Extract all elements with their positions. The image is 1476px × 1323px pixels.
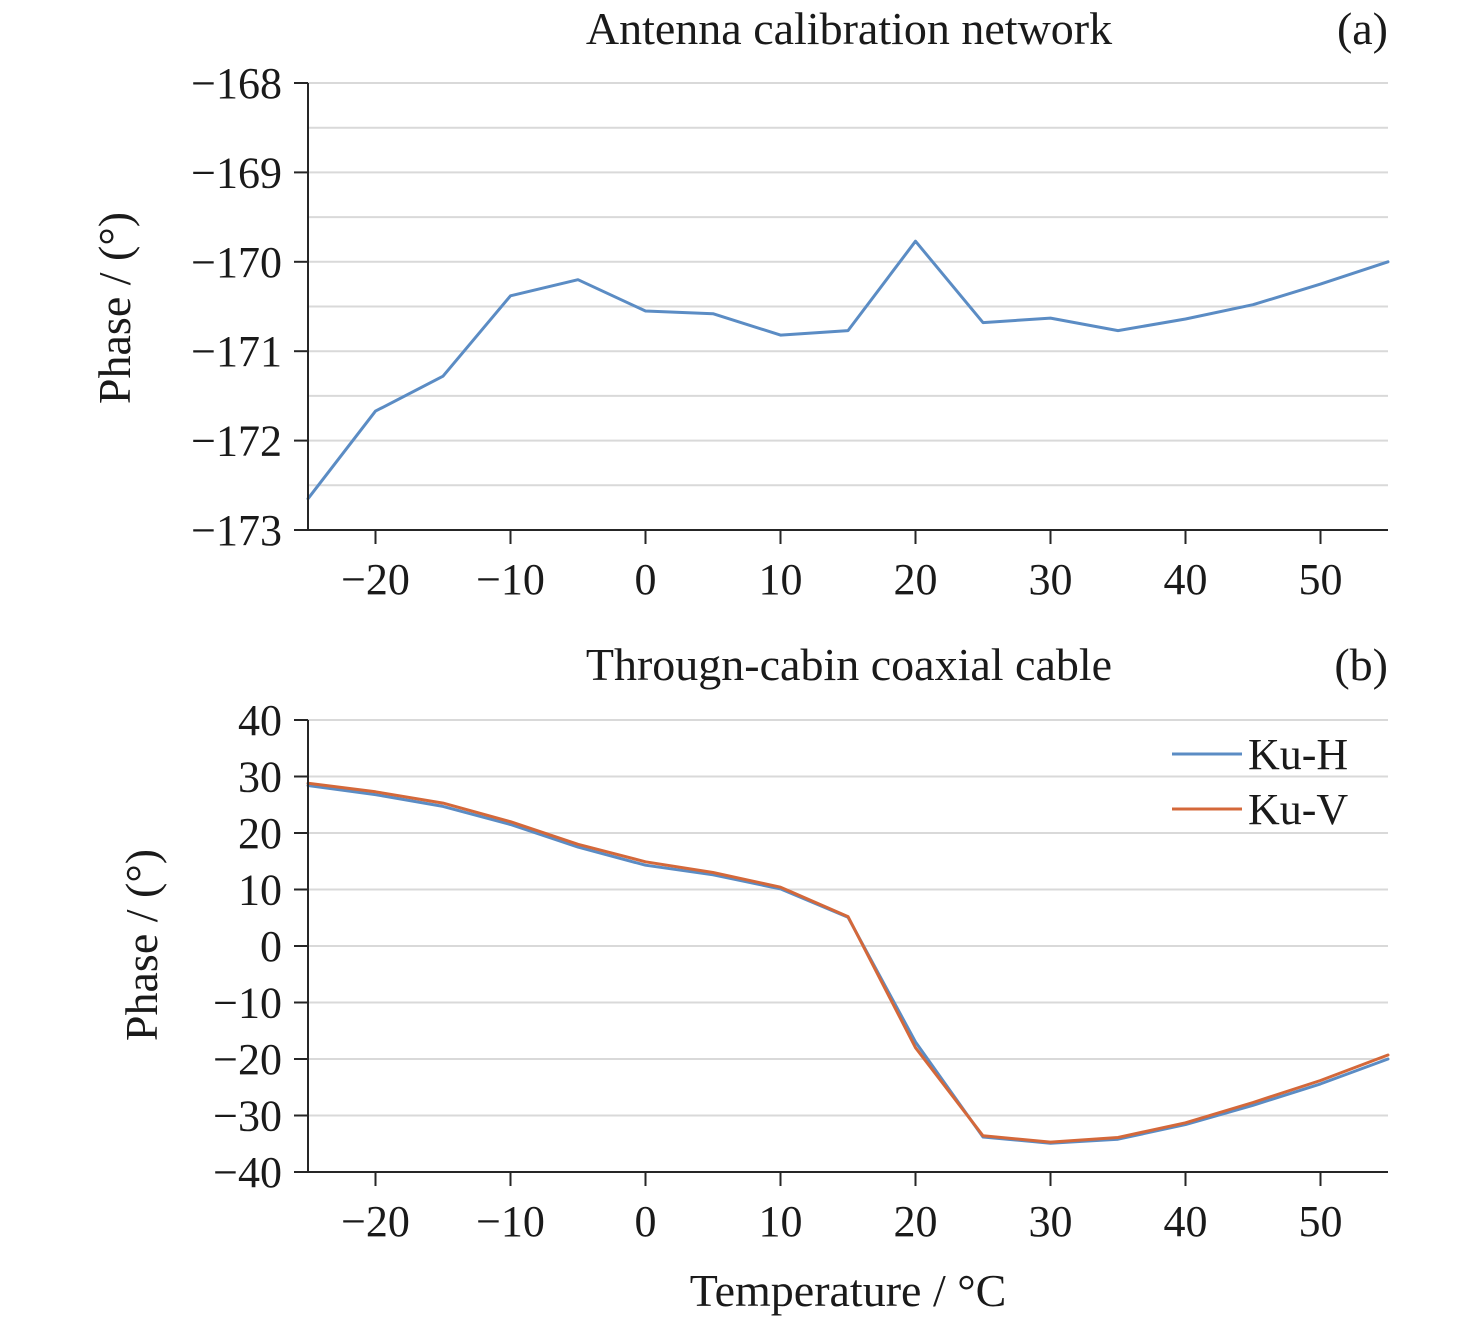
y-tick-label: 30 bbox=[238, 753, 282, 802]
panel-b-y-ticks: 40 30 20 10 0 −10 −20 −30 −40 bbox=[213, 696, 308, 1197]
panel-a-y-axis-label: Phase / (°) bbox=[89, 212, 140, 404]
y-tick-label: −20 bbox=[213, 1035, 282, 1084]
x-tick-label: 10 bbox=[759, 1197, 803, 1246]
panel-b-label: (b) bbox=[1334, 639, 1388, 690]
x-tick-label: 50 bbox=[1299, 555, 1343, 604]
panel-b-legend: Ku-H Ku-V bbox=[1172, 730, 1348, 834]
x-tick-label: 40 bbox=[1164, 1197, 1208, 1246]
panel-a-title: Antenna calibration network bbox=[586, 3, 1112, 54]
x-tick-label: 30 bbox=[1029, 555, 1073, 604]
y-tick-label: −168 bbox=[191, 59, 282, 108]
panel-b-x-ticks: −20 −10 0 10 20 30 40 50 bbox=[341, 1172, 1343, 1246]
x-tick-label: 0 bbox=[635, 1197, 657, 1246]
legend-label: Ku-V bbox=[1248, 785, 1348, 834]
y-tick-label: −173 bbox=[191, 506, 282, 555]
y-tick-label: 0 bbox=[260, 922, 282, 971]
x-tick-label: 20 bbox=[894, 555, 938, 604]
x-tick-label: 40 bbox=[1164, 555, 1208, 604]
y-tick-label: −40 bbox=[213, 1148, 282, 1197]
y-tick-label: −172 bbox=[191, 417, 282, 466]
x-tick-label: −10 bbox=[476, 1197, 545, 1246]
x-tick-label: −20 bbox=[341, 555, 410, 604]
series-line-ku-v bbox=[306, 781, 1390, 1144]
x-tick-label: −20 bbox=[341, 1197, 410, 1246]
panel-a-x-ticks: −20 −10 0 10 20 30 40 50 bbox=[341, 530, 1343, 604]
legend-label: Ku-H bbox=[1248, 730, 1348, 779]
y-tick-label: −170 bbox=[191, 238, 282, 287]
y-tick-label: 20 bbox=[238, 809, 282, 858]
panel-a-gridlines bbox=[308, 82, 1388, 487]
y-tick-label: −30 bbox=[213, 1092, 282, 1141]
x-tick-label: 20 bbox=[894, 1197, 938, 1246]
panel-a-antenna-calibration-network: Antenna calibration network (a) Phase / … bbox=[89, 3, 1390, 604]
y-tick-label: −10 bbox=[213, 979, 282, 1028]
x-tick-label: −10 bbox=[476, 555, 545, 604]
panel-b-gridlines bbox=[308, 719, 1388, 1117]
y-tick-label: −171 bbox=[191, 327, 282, 376]
series-line-ku-h bbox=[306, 784, 1390, 1145]
panel-a-y-ticks: −168 −169 −170 −171 −172 −173 bbox=[191, 59, 308, 555]
x-tick-label: 50 bbox=[1299, 1197, 1343, 1246]
panel-b-x-axis-label: Temperature / °C bbox=[690, 1265, 1007, 1316]
panel-b-y-axis-label: Phase / (°) bbox=[116, 849, 167, 1041]
y-tick-label: −169 bbox=[191, 148, 282, 197]
y-tick-label: 40 bbox=[238, 696, 282, 745]
panel-b-title: Througn-cabin coaxial cable bbox=[586, 639, 1112, 690]
panel-b-series bbox=[306, 781, 1390, 1145]
panel-a-label: (a) bbox=[1337, 3, 1388, 54]
series-line-series-0 bbox=[306, 239, 1390, 501]
x-tick-label: 0 bbox=[635, 555, 657, 604]
panel-b-througn-cabin-coaxial-cable: Througn-cabin coaxial cable (b) Phase / … bbox=[116, 639, 1390, 1316]
y-tick-label: 10 bbox=[238, 866, 282, 915]
x-tick-label: 10 bbox=[759, 555, 803, 604]
panel-a-series bbox=[306, 239, 1390, 501]
x-tick-label: 30 bbox=[1029, 1197, 1073, 1246]
